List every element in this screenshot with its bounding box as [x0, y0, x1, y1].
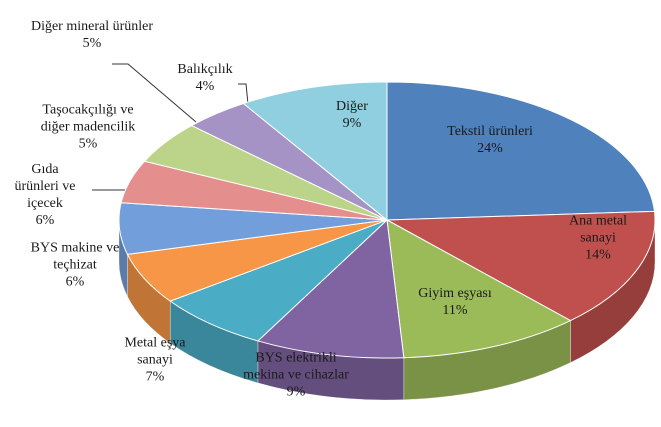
pie-tops — [118, 81, 656, 359]
pie-sides — [118, 219, 656, 401]
slice-top — [242, 81, 388, 222]
slice-label: Taşocakçılığı ve diğer madencilik 5% — [28, 102, 148, 153]
slice-side-shade — [570, 220, 655, 363]
value-label: 5% — [82, 36, 102, 51]
slice-label: BYS elektrikli mekina ve cihazlar 9% — [241, 350, 351, 401]
category-label: Ana metal sanayi — [569, 213, 627, 246]
leader-line — [112, 63, 197, 123]
slice — [386, 219, 572, 359]
slice-label: Giyim eşyası 11% — [395, 285, 515, 319]
value-label: 14% — [585, 247, 611, 263]
category-label: Diğer mineral ürünler — [30, 19, 154, 34]
slice-side-shade — [170, 301, 258, 383]
value-label: 6% — [35, 213, 55, 228]
slice-label: Diğer mineral ürünler 5% — [27, 18, 157, 52]
value-label: 9% — [286, 384, 306, 400]
category-label: BYS makine ve teçhizat — [30, 240, 120, 273]
category-label: Giyim eşyası — [418, 286, 492, 301]
category-label: Balıkçılık — [177, 62, 233, 77]
slice-label: Metal eşya sanayi 7% — [110, 335, 200, 386]
value-label: 6% — [65, 274, 85, 290]
slice — [256, 218, 405, 359]
category-label: Taşocakçılığı ve diğer madencilik — [40, 102, 136, 135]
value-label: 5% — [78, 136, 98, 152]
value-label: 7% — [145, 369, 165, 385]
slice-top — [386, 219, 572, 359]
slice-label: Balıkçılık 4% — [165, 61, 245, 95]
slice-top — [386, 81, 656, 221]
slice-label: BYS makine ve teçhizat 6% — [10, 240, 140, 291]
leader-line — [238, 83, 249, 105]
slice-side-shade — [127, 254, 171, 344]
slice — [386, 81, 656, 221]
value-label: 4% — [195, 79, 215, 94]
value-label: 11% — [442, 303, 468, 318]
slice-top — [256, 218, 405, 359]
slice-label: Tekstil ürünleri 24% — [410, 123, 570, 157]
category-label: Tekstil ürünleri — [447, 124, 533, 139]
slice — [169, 219, 388, 342]
slice-label: Ana metal sanayi 14% — [558, 213, 638, 264]
category-label: Diğer — [336, 99, 368, 114]
slice — [385, 210, 656, 322]
slice-top — [169, 219, 388, 342]
slice — [242, 81, 388, 222]
slice-label: Diğer 9% — [322, 98, 382, 132]
category-label: Metal eşya sanayi — [124, 335, 186, 368]
slice-side-shade — [403, 320, 571, 400]
value-label: 24% — [477, 141, 503, 156]
slice-label: Gıda ürünleri ve içecek 6% — [10, 161, 80, 229]
category-label: BYS elektrikli mekina ve cihazlar — [243, 350, 349, 383]
slice-side-shade — [257, 340, 404, 401]
category-label: Gıda ürünleri ve içecek — [14, 162, 76, 211]
value-label: 9% — [342, 116, 362, 131]
slice-top — [385, 210, 656, 322]
